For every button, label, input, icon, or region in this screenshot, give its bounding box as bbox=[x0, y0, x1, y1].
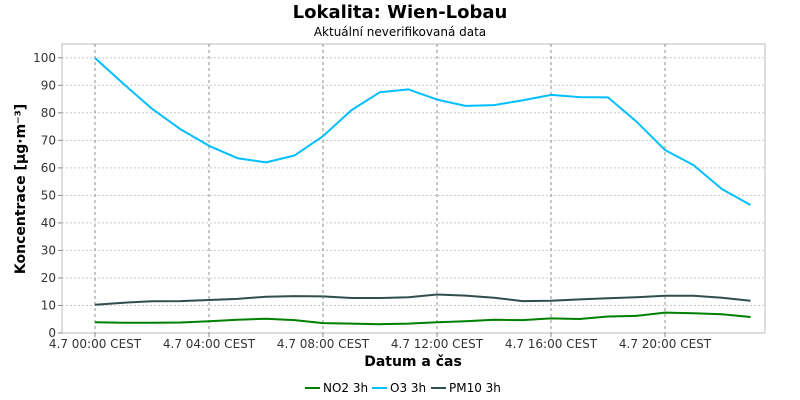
legend-label-pm10: PM10 3h bbox=[449, 381, 501, 395]
x-tick-label: 4.7 04:00 CEST bbox=[163, 337, 256, 351]
y-tick-label: 20 bbox=[41, 271, 56, 285]
y-tick-label: 0 bbox=[48, 326, 56, 340]
legend-label-o3: O3 3h bbox=[390, 381, 426, 395]
y-tick-label: 80 bbox=[41, 106, 56, 120]
x-tick-label: 4.7 16:00 CEST bbox=[505, 337, 598, 351]
y-tick-label: 60 bbox=[41, 161, 56, 175]
chart-subtitle: Aktuální neverifikovaná data bbox=[314, 25, 486, 39]
series-line-o3 bbox=[94, 57, 751, 206]
plot-area bbox=[61, 43, 766, 334]
x-axis-label: Datum a čas bbox=[364, 354, 462, 370]
grid bbox=[62, 44, 765, 333]
y-axis-ticks: 0 10 20 30 40 50 60 70 80 90 100 bbox=[33, 51, 62, 340]
legend: NO2 3h O3 3h PM10 3h bbox=[305, 381, 501, 395]
y-tick-label: 50 bbox=[41, 188, 56, 202]
y-tick-label: 30 bbox=[41, 243, 56, 257]
x-tick-label: 4.7 12:00 CEST bbox=[391, 337, 484, 351]
y-tick-label: 70 bbox=[41, 133, 56, 147]
y-tick-label: 100 bbox=[33, 51, 56, 65]
y-axis-label: Koncentrace [µg·m⁻³] bbox=[13, 104, 29, 274]
chart-title: Lokalita: Wien-Lobau bbox=[293, 2, 508, 23]
x-axis-ticks: 4.7 00:00 CEST 4.7 04:00 CEST 4.7 08:00 CE… bbox=[49, 333, 712, 351]
series-line-no2 bbox=[94, 311, 751, 326]
x-tick-label: 4.7 00:00 CEST bbox=[49, 337, 142, 351]
series-lines bbox=[94, 57, 751, 326]
x-tick-label: 4.7 20:00 CEST bbox=[619, 337, 712, 351]
legend-label-no2: NO2 3h bbox=[323, 381, 368, 395]
y-tick-label: 90 bbox=[41, 78, 56, 92]
series-line-pm10 bbox=[94, 293, 751, 306]
x-tick-label: 4.7 08:00 CEST bbox=[277, 337, 370, 351]
y-tick-label: 40 bbox=[41, 216, 56, 230]
y-tick-label: 10 bbox=[41, 298, 56, 312]
